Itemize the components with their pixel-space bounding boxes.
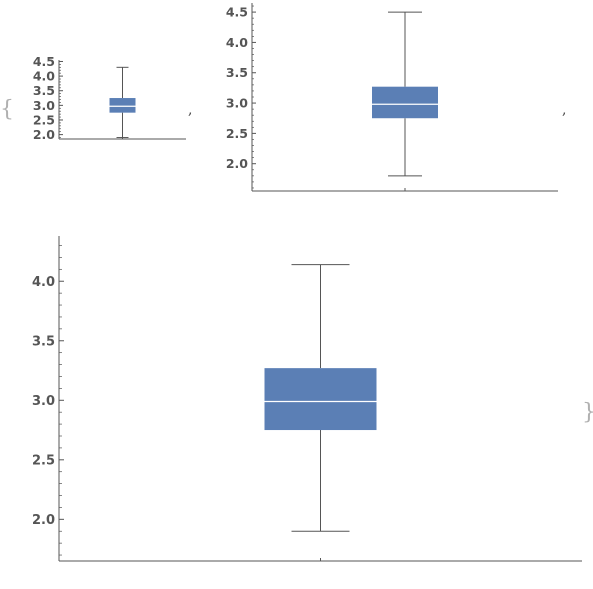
y-tick-label: 2.0 [32,513,55,528]
box-plot-large: 2.0 2.5 3.0 3.5 4.0 [32,236,582,562]
open-brace: { [0,97,14,122]
y-tick-label: 4.0 [226,35,248,50]
y-tick-label: 2.0 [33,127,55,142]
close-brace: } [582,400,593,425]
separator-comma-1: , [188,102,192,118]
y-tick-label: 3.5 [32,334,55,349]
y-tick-label: 3.0 [226,96,248,111]
y-tick-label: 2.0 [226,156,248,171]
y-tick-label: 4.0 [32,275,55,290]
y-tick-label: 3.0 [33,98,55,113]
y-tick-label: 3.5 [33,83,55,98]
box-plot-small: 2.02.53.03.54.04.5 [33,54,186,142]
y-tick-label: 3.0 [32,394,55,409]
iqr-box [372,86,438,119]
y-tick-label: 2.5 [226,126,248,141]
separator-comma-2: , [562,102,566,118]
iqr-box [109,98,136,113]
y-tick-label: 3.5 [226,65,248,80]
y-tick-label: 4.5 [33,54,55,69]
box-plot-medium: 2.0 2.5 3.0 3.5 4.0 4.5 [226,3,558,192]
y-tick-label: 4.5 [226,5,248,20]
y-tick-label: 4.0 [33,69,55,84]
iqr-box [264,368,377,431]
y-tick-label: 2.5 [32,453,55,468]
y-tick-label: 2.5 [33,112,55,127]
